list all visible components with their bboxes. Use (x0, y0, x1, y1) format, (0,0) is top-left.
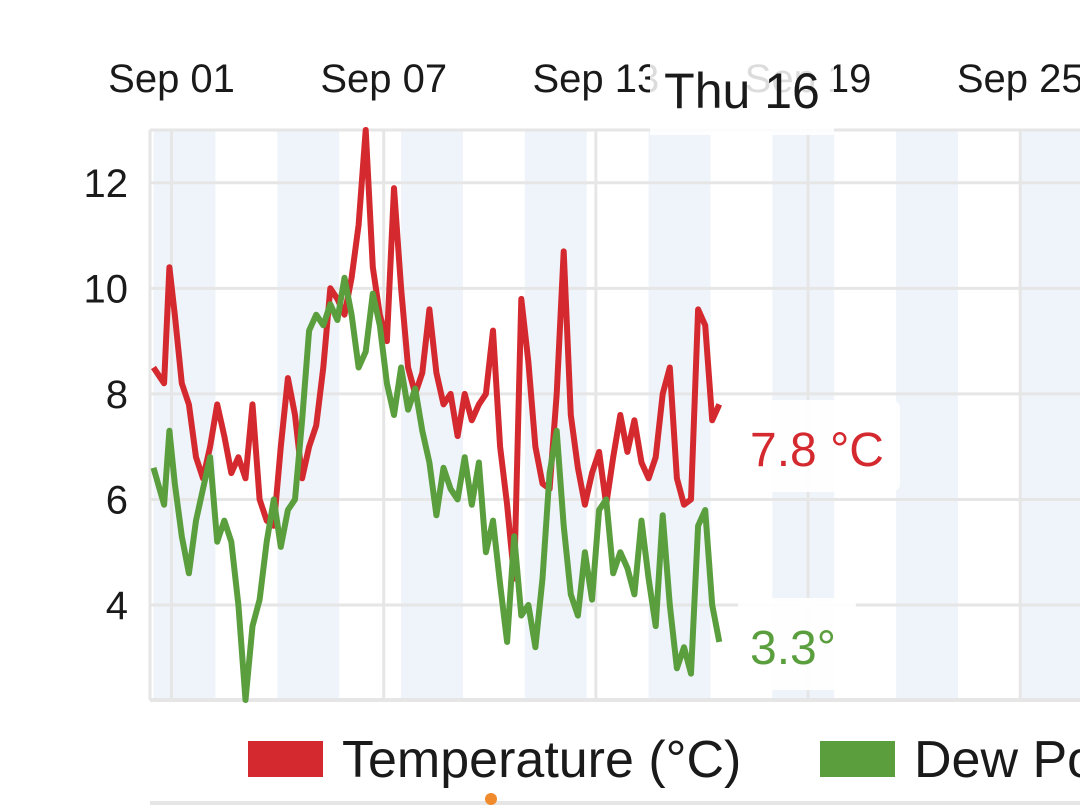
weekend-band (1019, 130, 1080, 700)
series-last-value-temperature: 7.8 °C (750, 424, 884, 477)
x-tick-label: Sep 25 (957, 57, 1080, 101)
hover-cursor: Thu 16 (650, 55, 834, 135)
legend-swatch-dew_point[interactable] (820, 741, 895, 777)
series-line-temperature[interactable] (151, 127, 723, 582)
y-tick-label: 6 (106, 478, 128, 522)
weekend-band (896, 130, 959, 700)
label-box (738, 598, 856, 690)
y-tick-label: 8 (106, 373, 128, 417)
legend-label-temperature[interactable]: Temperature (°C) (342, 731, 741, 789)
series-last-value-dew_point: 3.3° (750, 622, 836, 675)
x-tick-label: Sep 07 (320, 57, 447, 101)
label-box (738, 400, 900, 492)
legend[interactable]: Temperature (°C) Dew Point (150, 731, 1080, 805)
cursor-label-box (650, 55, 834, 135)
navigator-handle[interactable] (485, 793, 497, 805)
series-end-labels: 7.8 °C 3.3° (738, 400, 900, 690)
series-line-dew_point[interactable] (150, 274, 723, 703)
y-tick-label: 10 (84, 267, 129, 311)
y-axis: 4 6 8 10 12 (84, 162, 129, 628)
weekend-band (153, 130, 216, 700)
legend-swatch-temperature[interactable] (248, 741, 323, 777)
x-tick-label: Sep 13 (532, 57, 659, 101)
y-tick-label: 4 (106, 584, 128, 628)
x-tick-label: Sep 01 (108, 57, 235, 101)
cursor-label: Thu 16 (664, 63, 820, 119)
y-tick-label: 12 (84, 162, 129, 206)
grid-lines (148, 128, 1080, 702)
legend-label-dew_point[interactable]: Dew Point (914, 731, 1080, 789)
plot-area[interactable] (150, 127, 723, 703)
